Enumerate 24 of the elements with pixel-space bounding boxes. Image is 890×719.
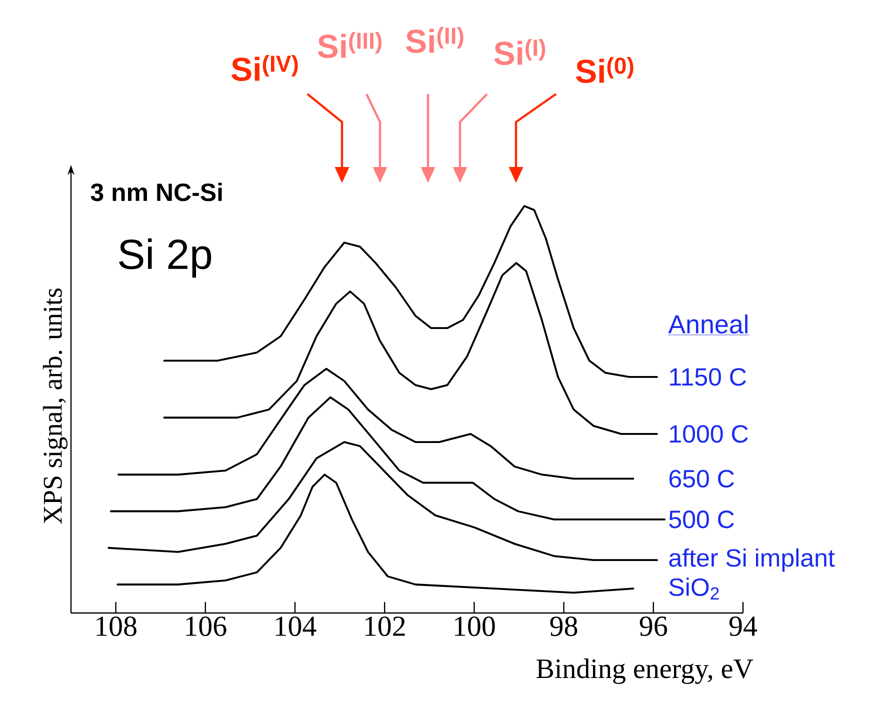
- x-tick-label: 106: [186, 616, 226, 636]
- x-tick-label: 108: [96, 616, 136, 636]
- series-label: after Si implant: [669, 548, 835, 572]
- series-label: 650 C: [669, 470, 734, 488]
- text: Si$^{(III)}$: [318, 32, 382, 58]
- x-tick-label: 94: [729, 616, 758, 636]
- text: Si$^{(I)}$: [494, 38, 546, 66]
- text: Si$^{(II)}$: [406, 26, 464, 54]
- series-label: 1150 C: [670, 368, 746, 386]
- y-axis-title: XPS signal, arb. units: [42, 288, 68, 524]
- annotation: Si 2p: [119, 238, 212, 278]
- x-axis-title: Binding energy, eV: [536, 658, 754, 684]
- text: Si$^{(0)}$: [576, 56, 634, 84]
- series-label: SiO$_{2}$: [669, 578, 719, 600]
- x-tick-label: 98: [550, 616, 578, 636]
- series-label: 1000 C: [670, 425, 748, 443]
- text: Si$^{(IV)}$: [232, 54, 298, 82]
- legend-title: Anneal: [668, 314, 748, 334]
- text: 3 nm NC-Si: [90, 182, 222, 202]
- x-tick-label: 104: [276, 616, 316, 636]
- x-tick-label: 96: [640, 616, 668, 636]
- x-tick-label: 102: [365, 616, 405, 636]
- series-label: 500 C: [669, 510, 734, 528]
- x-tick-label: 100: [454, 616, 495, 636]
